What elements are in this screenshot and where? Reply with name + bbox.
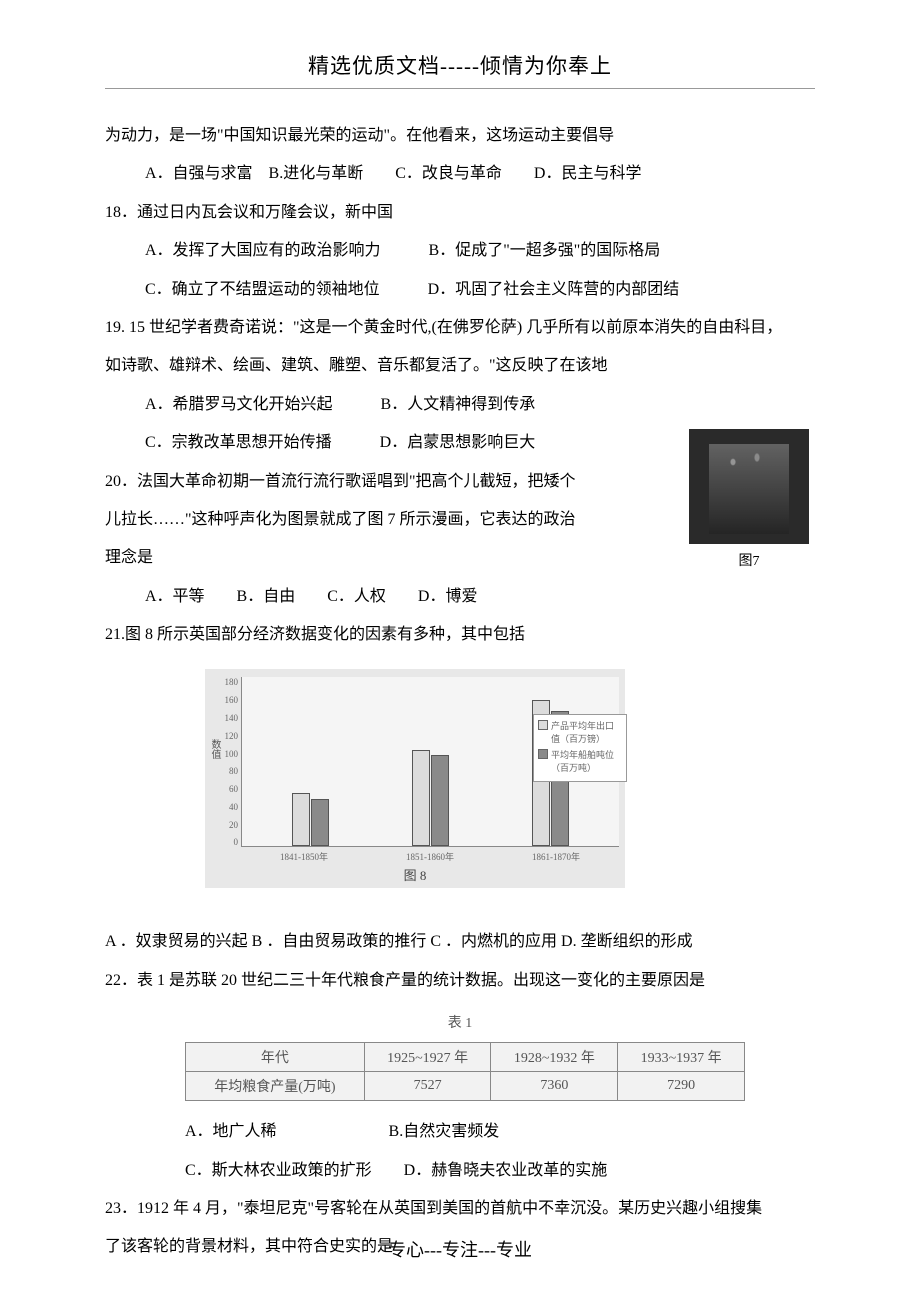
table-cell: 7527	[364, 1072, 491, 1101]
header-underline	[105, 88, 815, 89]
legend-item: 平均年船舶吨位（百万吨）	[538, 748, 622, 774]
legend-label-2: 平均年船舶吨位（百万吨）	[551, 748, 622, 774]
bar-group	[292, 793, 329, 846]
figure-7: 图7	[683, 429, 815, 570]
figure-8-chart: 数值 180 160 140 120 100 80 60 40 20 0 产品平…	[205, 669, 625, 888]
legend-label-1: 产品平均年出口值（百万镑）	[551, 719, 622, 745]
figure-7-caption: 图7	[683, 550, 815, 570]
table-cell: 1928~1932 年	[491, 1043, 618, 1072]
page-header-title: 精选优质文档-----倾情为你奉上	[105, 50, 815, 80]
q22-options-row2: C．斯大林农业政策的扩形 D．赫鲁晓夫农业改革的实施	[105, 1152, 815, 1190]
q20-options: A．平等 B．自由 C．人权 D．博爱	[105, 578, 815, 616]
legend-item: 产品平均年出口值（百万镑）	[538, 719, 622, 745]
legend-swatch-1	[538, 720, 548, 730]
q19-options-row1: A．希腊罗马文化开始兴起 B．人文精神得到传承	[105, 386, 815, 424]
q18-stem: 18．通过日内瓦会议和万隆会议，新中国	[105, 194, 815, 232]
ytick: 40	[229, 802, 238, 812]
table-cell: 7290	[618, 1072, 745, 1101]
ytick: 180	[225, 677, 239, 687]
q18-options-row2: C．确立了不结盟运动的领袖地位 D．巩固了社会主义阵营的内部团结	[105, 271, 815, 309]
q22-stem: 22．表 1 是苏联 20 世纪二三十年代粮食产量的统计数据。出现这一变化的主要…	[105, 962, 815, 1000]
bar	[311, 799, 329, 847]
table-1: 年代 1925~1927 年 1928~1932 年 1933~1937 年 年…	[185, 1042, 745, 1101]
table-cell: 1933~1937 年	[618, 1043, 745, 1072]
ytick: 20	[229, 820, 238, 830]
ytick: 160	[225, 695, 239, 705]
chart-x-labels: 1841-1850年 1851-1860年 1861-1870年	[211, 850, 619, 863]
xlabel: 1841-1850年	[280, 850, 328, 863]
bar	[292, 793, 310, 846]
bar	[431, 755, 449, 847]
table-cell: 7360	[491, 1072, 618, 1101]
table-row: 年均粮食产量(万吨) 7527 7360 7290	[186, 1072, 745, 1101]
table-cell: 年均粮食产量(万吨)	[186, 1072, 365, 1101]
q21-stem: 21.图 8 所示英国部分经济数据变化的因素有多种，其中包括	[105, 616, 815, 654]
ytick: 100	[225, 749, 239, 759]
table-row: 年代 1925~1927 年 1928~1932 年 1933~1937 年	[186, 1043, 745, 1072]
table-cell: 1925~1927 年	[364, 1043, 491, 1072]
table-cell: 年代	[186, 1043, 365, 1072]
xlabel: 1861-1870年	[532, 850, 580, 863]
q21-options: A ．奴隶贸易的兴起 B ．自由贸易政策的推行 C ．内燃机的应用 D. 垄断组…	[105, 923, 815, 961]
q19-stem-2: 如诗歌、雄辩术、绘画、建筑、雕塑、音乐都复活了。"这反映了在该地	[105, 347, 815, 385]
page-footer: 专心---专注---专业	[0, 1236, 920, 1262]
table-1-caption: 表 1	[105, 1012, 815, 1032]
chart-y-axis: 180 160 140 120 100 80 60 40 20 0	[211, 677, 241, 847]
ytick: 80	[229, 766, 238, 776]
bar-group	[412, 750, 449, 846]
figure-8-caption: 图 8	[211, 865, 619, 884]
chart-legend: 产品平均年出口值（百万镑） 平均年船舶吨位（百万吨）	[533, 714, 627, 782]
ytick: 0	[234, 837, 239, 847]
q17-options: A．自强与求富 B.进化与革断 C．改良与革命 D．民主与科学	[105, 155, 815, 193]
bar	[412, 750, 430, 846]
q18-options-row1: A．发挥了大国应有的政治影响力 B．促成了"一超多强"的国际格局	[105, 232, 815, 270]
q22-options-row1: A．地广人稀 B.自然灾害频发	[105, 1113, 815, 1151]
q19-stem-1: 19. 15 世纪学者费奇诺说："这是一个黄金时代,(在佛罗伦萨) 几乎所有以前…	[105, 309, 815, 347]
ytick: 60	[229, 784, 238, 794]
xlabel: 1851-1860年	[406, 850, 454, 863]
chart-y-label: 数值	[207, 739, 222, 759]
q17-continuation: 为动力，是一场"中国知识最光荣的运动"。在他看来，这场运动主要倡导	[105, 117, 815, 155]
ytick: 140	[225, 713, 239, 723]
legend-swatch-2	[538, 749, 548, 759]
ytick: 120	[225, 731, 239, 741]
figure-7-image	[689, 429, 809, 544]
q23-stem-1: 23．1912 年 4 月，"泰坦尼克"号客轮在从英国到美国的首航中不幸沉没。某…	[105, 1190, 815, 1228]
